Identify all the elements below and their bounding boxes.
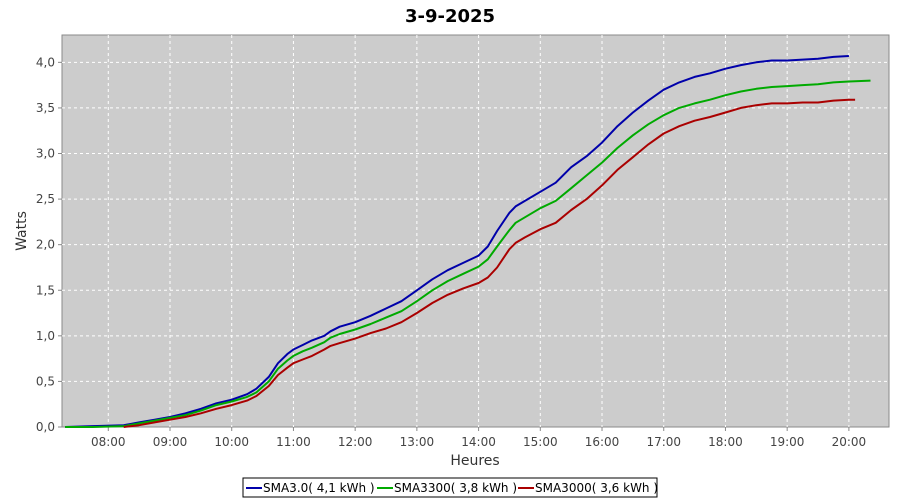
y-axis-label: Watts (14, 211, 30, 251)
y-tick-label: 3,5 (36, 101, 55, 115)
legend-label-0: SMA3.0( 4,1 kWh ) (263, 481, 375, 495)
y-tick-label: 1,5 (36, 283, 55, 297)
x-tick-label: 12:00 (338, 435, 373, 449)
x-tick-label: 13:00 (400, 435, 435, 449)
grid (62, 35, 889, 427)
x-axis: 08:00 09:00 10:00 11:00 12:00 13:00 14:00 15:00… (91, 427, 866, 449)
plot-area (61, 34, 890, 428)
series-group (65, 55, 871, 428)
x-tick-label: 20:00 (832, 435, 867, 449)
y-tick-label: 4,0 (36, 55, 55, 69)
y-tick-label: 2,5 (36, 192, 55, 206)
x-tick-label: 15:00 (523, 435, 558, 449)
chart-title: 3-9-2025 (405, 6, 495, 27)
x-axis-label: Heures (450, 453, 499, 469)
y-tick-label: 1,0 (36, 329, 55, 343)
x-tick-label: 18:00 (708, 435, 743, 449)
legend: SMA3.0( 4,1 kWh ) SMA3300( 3,8 kWh ) SMA30… (242, 477, 658, 498)
x-tick-label: 19:00 (770, 435, 805, 449)
legend-box (242, 477, 658, 498)
y-axis: 0,0 0,5 1,0 1,5 2,0 2,5 3,0 3,5 4,0 (36, 55, 62, 434)
x-tick-label: 16:00 (585, 435, 620, 449)
series-line-0 (65, 55, 849, 428)
y-tick-label: 3,0 (36, 147, 55, 161)
x-tick-label: 11:00 (276, 435, 311, 449)
legend-label-2: SMA3000( 3,6 kWh ) (535, 481, 658, 495)
series-line-2 (123, 98, 856, 428)
x-tick-label: 09:00 (153, 435, 188, 449)
x-tick-label: 10:00 (214, 435, 249, 449)
x-tick-label: 08:00 (91, 435, 126, 449)
x-tick-label: 14:00 (461, 435, 496, 449)
series-line-1 (65, 79, 871, 428)
y-tick-label: 0,0 (36, 420, 55, 434)
legend-label-1: SMA3300( 3,8 kWh ) (394, 481, 517, 495)
y-tick-label: 0,5 (36, 374, 55, 388)
y-tick-label: 2,0 (36, 238, 55, 252)
x-tick-label: 17:00 (646, 435, 681, 449)
